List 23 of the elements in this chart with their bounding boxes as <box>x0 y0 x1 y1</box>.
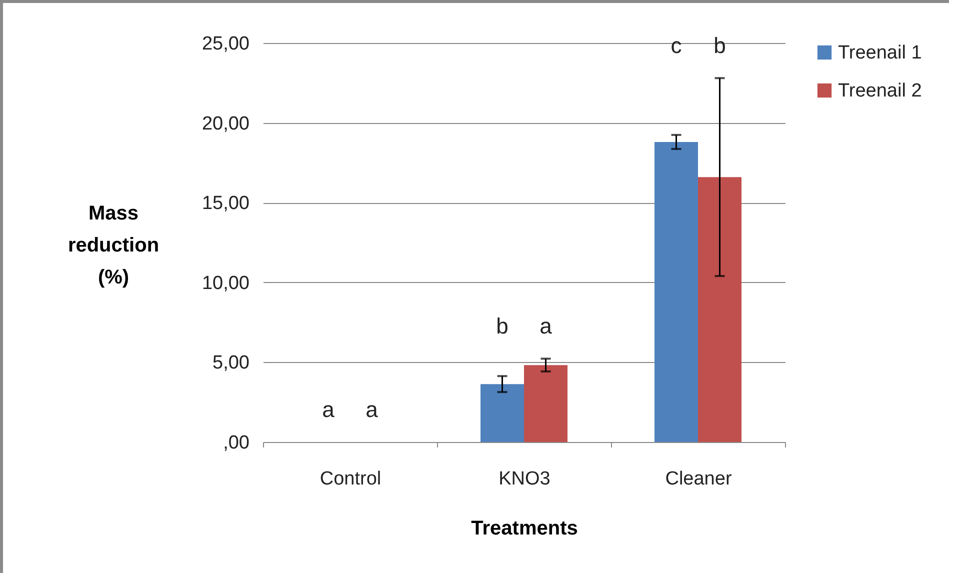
y-tick-label: 10,00 <box>202 272 250 294</box>
x-tick-label: Cleaner <box>665 468 732 490</box>
y-tick-label: 20,00 <box>202 113 250 134</box>
bar <box>480 384 524 442</box>
legend-label: Treenail 1 <box>838 42 922 64</box>
bar <box>698 177 742 442</box>
annotation: a <box>366 397 379 422</box>
annotation: b <box>714 33 726 58</box>
annotation: c <box>670 33 682 58</box>
y-tick-label: 5,00 <box>212 352 250 374</box>
y-tick-label: 15,00 <box>202 193 250 214</box>
annotation: b <box>496 314 508 339</box>
legend-label: Treenail 2 <box>838 80 922 102</box>
y-tick-label: ,00 <box>223 432 250 454</box>
bar <box>524 365 568 442</box>
annotation: a <box>322 397 336 422</box>
y-axis-title: Mass reduction (%) <box>68 202 160 288</box>
bar <box>654 142 698 442</box>
x-tick-label: Control <box>320 468 382 490</box>
annotation: a <box>540 314 553 339</box>
y-tick-label: 25,00 <box>202 34 250 54</box>
x-tick-label: KNO3 <box>498 468 550 490</box>
x-axis-title: Treatments <box>471 518 578 540</box>
